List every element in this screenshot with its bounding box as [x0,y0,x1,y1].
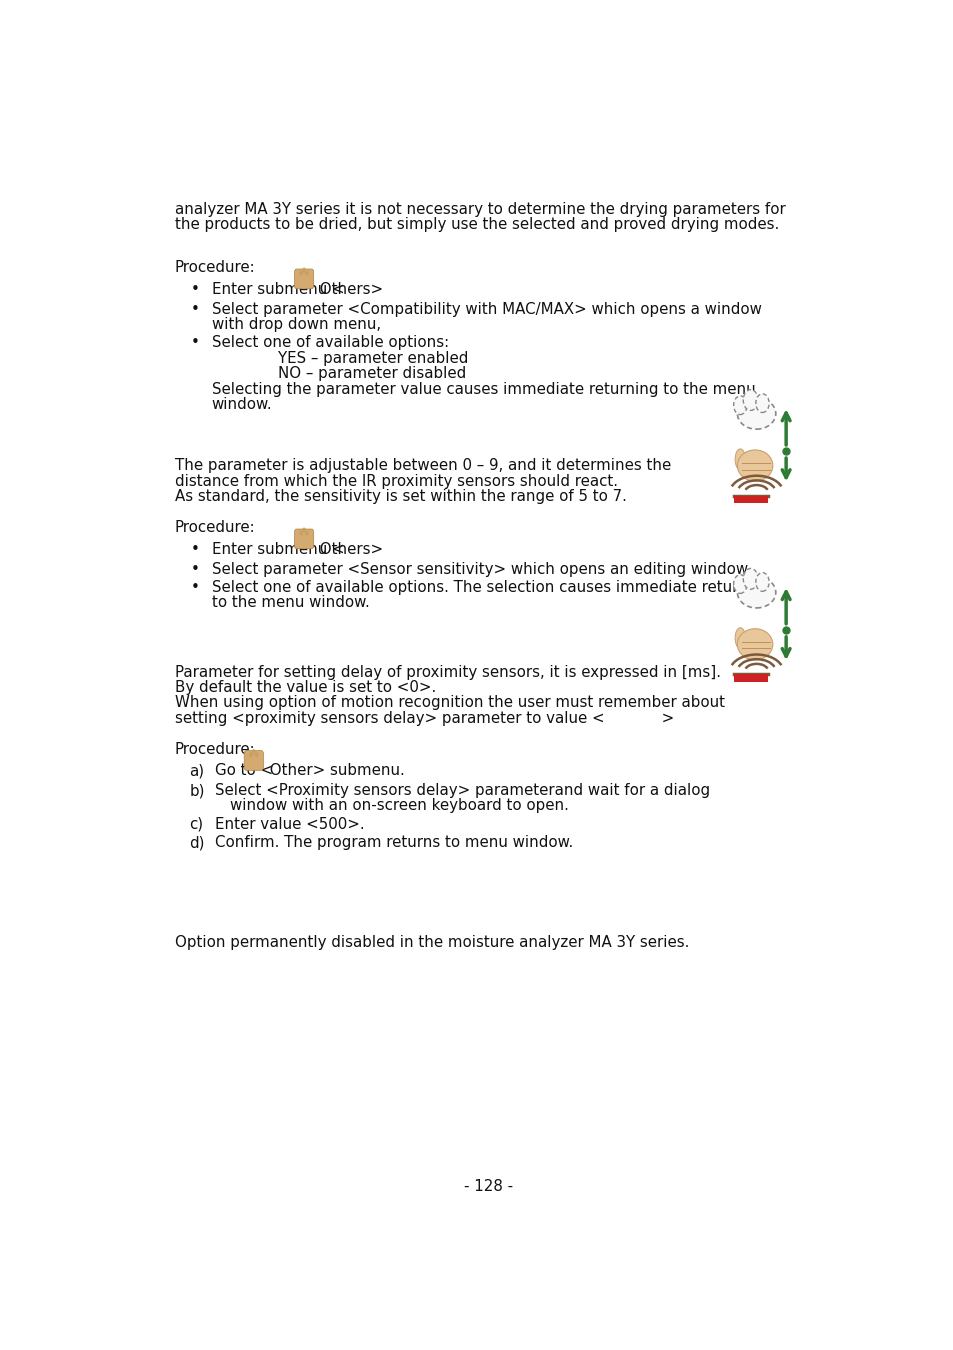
FancyBboxPatch shape [294,269,314,289]
Text: to the menu window.: to the menu window. [212,595,369,610]
Text: Enter submenu <: Enter submenu < [212,282,344,297]
Text: •: • [191,282,199,297]
Circle shape [249,752,253,757]
Text: with drop down menu,: with drop down menu, [212,317,380,332]
Text: setting <proximity sensors delay> parameter to value <            >: setting <proximity sensors delay> parame… [174,710,673,726]
Bar [734,675,767,682]
Text: Select parameter <Compatibility with MAC/MAX> which opens a window: Select parameter <Compatibility with MAC… [212,301,760,316]
Text: Select one of available options:: Select one of available options: [212,335,448,351]
Text: b): b) [190,783,205,798]
Text: Parameter for setting delay of proximity sensors, it is expressed in [ms].: Parameter for setting delay of proximity… [174,664,720,679]
Bar [734,495,767,504]
Text: •: • [191,580,199,595]
Circle shape [305,271,309,275]
Circle shape [302,528,306,532]
Circle shape [299,531,303,536]
Text: Procedure:: Procedure: [174,741,255,756]
Text: d): d) [190,836,205,850]
Text: the products to be dried, but simply use the selected and proved drying modes.: the products to be dried, but simply use… [174,217,779,232]
Text: The parameter is adjustable between 0 – 9, and it determines the: The parameter is adjustable between 0 – … [174,459,670,474]
Circle shape [742,568,758,589]
Text: Confirm. The program returns to menu window.: Confirm. The program returns to menu win… [215,836,573,850]
Text: Option permanently disabled in the moisture analyzer MA 3Y series.: Option permanently disabled in the moist… [174,936,688,950]
Text: Select <Proximity sensors delay> parameterand wait for a dialog: Select <Proximity sensors delay> paramet… [215,783,710,798]
Text: Enter submenu <: Enter submenu < [212,541,344,556]
Text: NO – parameter disabled: NO – parameter disabled [278,366,466,381]
Text: a): a) [190,763,204,778]
Text: YES – parameter enabled: YES – parameter enabled [278,351,468,366]
Ellipse shape [735,450,744,470]
Circle shape [733,396,746,414]
Text: Selecting the parameter value causes immediate returning to the menu: Selecting the parameter value causes imm… [212,382,755,397]
Text: •: • [191,541,199,556]
Ellipse shape [737,629,772,660]
Text: - 128 -: - 128 - [464,1179,513,1193]
Text: By default the value is set to <0>.: By default the value is set to <0>. [174,680,436,695]
Text: Others>: Others> [314,282,383,297]
Circle shape [742,390,758,410]
Text: Other> submenu.: Other> submenu. [265,763,404,778]
Ellipse shape [737,398,775,429]
Text: When using option of motion recognition the user must remember about: When using option of motion recognition … [174,695,724,710]
Ellipse shape [737,450,772,481]
Circle shape [254,752,258,757]
Text: c): c) [190,817,203,832]
Circle shape [305,531,309,536]
Circle shape [302,267,306,273]
Text: Procedure:: Procedure: [174,520,255,535]
Text: Others>: Others> [314,541,383,556]
Circle shape [755,394,768,413]
Circle shape [299,271,303,275]
Circle shape [755,572,768,591]
Text: Go to <: Go to < [215,763,274,778]
Text: Enter value <500>.: Enter value <500>. [215,817,365,832]
Text: •: • [191,562,199,576]
Text: Select one of available options. The selection causes immediate returning: Select one of available options. The sel… [212,580,770,595]
Text: distance from which the IR proximity sensors should react.: distance from which the IR proximity sen… [174,474,617,489]
FancyBboxPatch shape [244,751,263,771]
Ellipse shape [737,576,775,608]
Circle shape [252,749,255,755]
Text: window.: window. [212,397,272,412]
Text: Select parameter <Sensor sensitivity> which opens an editing window,: Select parameter <Sensor sensitivity> wh… [212,562,752,576]
Text: analyzer MA 3Y series it is not necessary to determine the drying parameters for: analyzer MA 3Y series it is not necessar… [174,201,784,216]
Text: •: • [191,301,199,316]
Ellipse shape [735,628,744,648]
Circle shape [733,575,746,594]
Text: •: • [191,335,199,351]
Text: window with an on-screen keyboard to open.: window with an on-screen keyboard to ope… [230,798,568,814]
Text: As standard, the sensitivity is set within the range of 5 to 7.: As standard, the sensitivity is set with… [174,489,626,504]
FancyBboxPatch shape [294,529,314,549]
Text: Procedure:: Procedure: [174,261,255,275]
